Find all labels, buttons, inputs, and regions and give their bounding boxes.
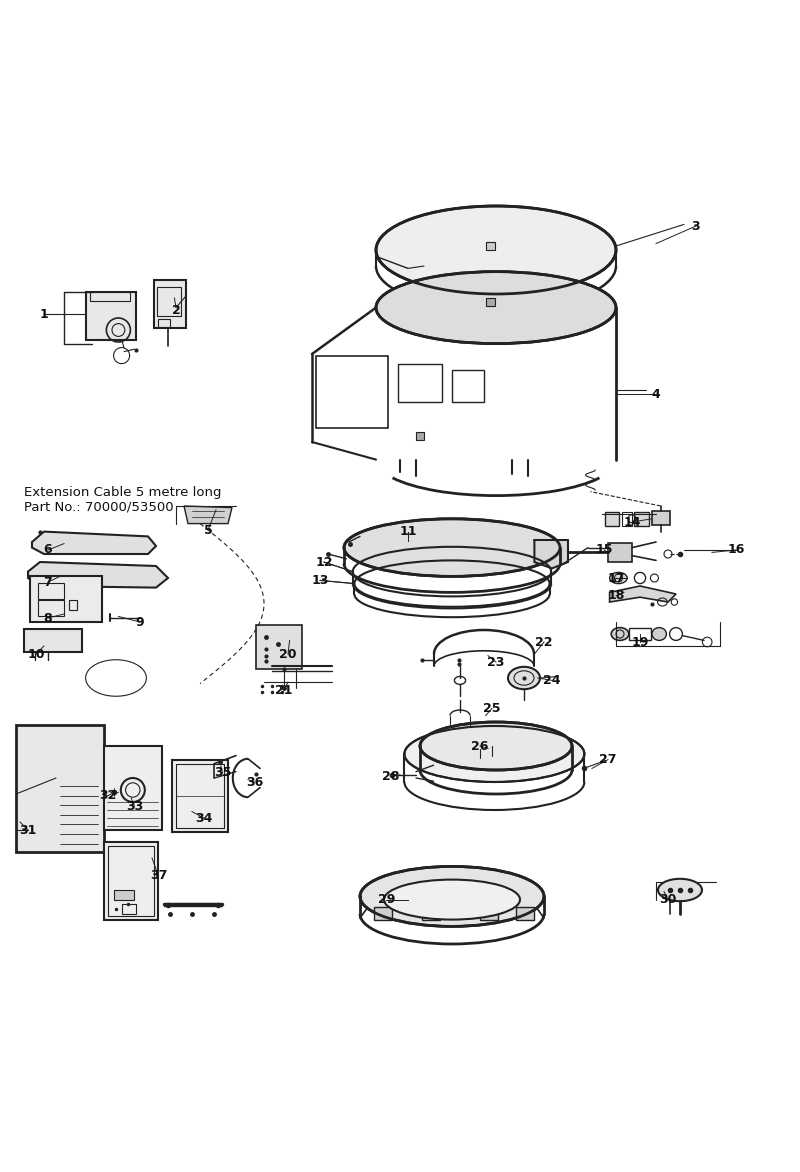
Bar (86, 292, 136, 340)
Bar (157, 287, 181, 315)
Bar (172, 761, 228, 832)
Bar (486, 241, 495, 250)
Bar (158, 319, 170, 327)
Ellipse shape (508, 667, 540, 689)
Text: Extension Cable 5 metre long
Part No.: 70000/53500: Extension Cable 5 metre long Part No.: 7… (24, 486, 222, 515)
Bar (652, 511, 670, 525)
Text: 5: 5 (204, 524, 212, 537)
Bar (30, 575, 102, 622)
Ellipse shape (344, 519, 560, 577)
Ellipse shape (658, 879, 702, 901)
Bar (256, 625, 302, 669)
Bar (480, 907, 498, 920)
Bar (114, 890, 134, 900)
Ellipse shape (404, 725, 584, 782)
Text: 22: 22 (535, 635, 553, 648)
Text: 34: 34 (195, 811, 213, 824)
Text: 2: 2 (172, 304, 180, 316)
Bar (24, 629, 82, 652)
Bar (398, 363, 442, 402)
Polygon shape (610, 586, 676, 602)
Ellipse shape (360, 866, 544, 926)
Bar (69, 600, 77, 609)
Bar (416, 432, 424, 441)
Text: 30: 30 (659, 893, 677, 906)
Bar (122, 905, 136, 914)
Text: 26: 26 (471, 740, 489, 752)
Bar (154, 280, 186, 328)
Bar (374, 907, 392, 920)
Text: 17: 17 (607, 572, 625, 585)
Text: 7: 7 (44, 575, 52, 588)
Text: 3: 3 (692, 219, 700, 232)
Bar (104, 747, 162, 830)
Text: 9: 9 (136, 615, 144, 628)
Bar (486, 298, 495, 306)
Bar (38, 600, 64, 616)
Ellipse shape (610, 572, 627, 584)
Bar (629, 627, 651, 640)
Bar (622, 512, 632, 526)
Text: 14: 14 (623, 516, 641, 529)
Text: 21: 21 (275, 683, 293, 696)
Text: 10: 10 (27, 647, 45, 661)
Bar (108, 846, 154, 917)
Text: 16: 16 (727, 544, 745, 557)
Text: 28: 28 (382, 770, 399, 783)
Text: 15: 15 (595, 544, 613, 557)
Bar (176, 764, 224, 829)
Polygon shape (184, 506, 232, 524)
Text: 13: 13 (311, 574, 329, 587)
Text: 20: 20 (279, 647, 297, 661)
Polygon shape (534, 539, 568, 568)
Text: 29: 29 (378, 893, 395, 906)
Bar (452, 370, 484, 402)
Bar (634, 512, 649, 526)
Text: 8: 8 (44, 612, 52, 625)
Text: 33: 33 (126, 799, 143, 812)
Text: 32: 32 (99, 789, 117, 802)
Ellipse shape (376, 272, 616, 343)
Text: 25: 25 (483, 702, 501, 715)
Text: 37: 37 (150, 870, 167, 883)
Text: 35: 35 (214, 765, 231, 779)
Text: 23: 23 (487, 655, 505, 668)
Bar (422, 907, 440, 920)
Text: 18: 18 (607, 590, 625, 602)
Bar (90, 292, 130, 301)
Ellipse shape (384, 880, 520, 920)
Polygon shape (32, 532, 156, 554)
Ellipse shape (652, 627, 666, 640)
Bar (104, 841, 158, 920)
Text: 4: 4 (652, 388, 660, 401)
Text: 12: 12 (315, 556, 333, 568)
Ellipse shape (420, 722, 572, 770)
Text: 6: 6 (44, 544, 52, 557)
Text: 27: 27 (599, 754, 617, 766)
Bar (608, 543, 632, 563)
Text: 31: 31 (19, 824, 37, 837)
Text: 19: 19 (631, 635, 649, 648)
Text: 24: 24 (543, 674, 561, 687)
Bar (516, 907, 534, 920)
Text: 11: 11 (399, 525, 417, 538)
Bar (16, 725, 104, 852)
Bar (38, 582, 64, 599)
Bar (316, 355, 388, 428)
Text: 1: 1 (40, 307, 48, 320)
Polygon shape (28, 563, 168, 587)
Bar (605, 512, 619, 526)
Text: 36: 36 (246, 776, 263, 789)
Ellipse shape (376, 206, 616, 294)
Ellipse shape (611, 627, 629, 640)
